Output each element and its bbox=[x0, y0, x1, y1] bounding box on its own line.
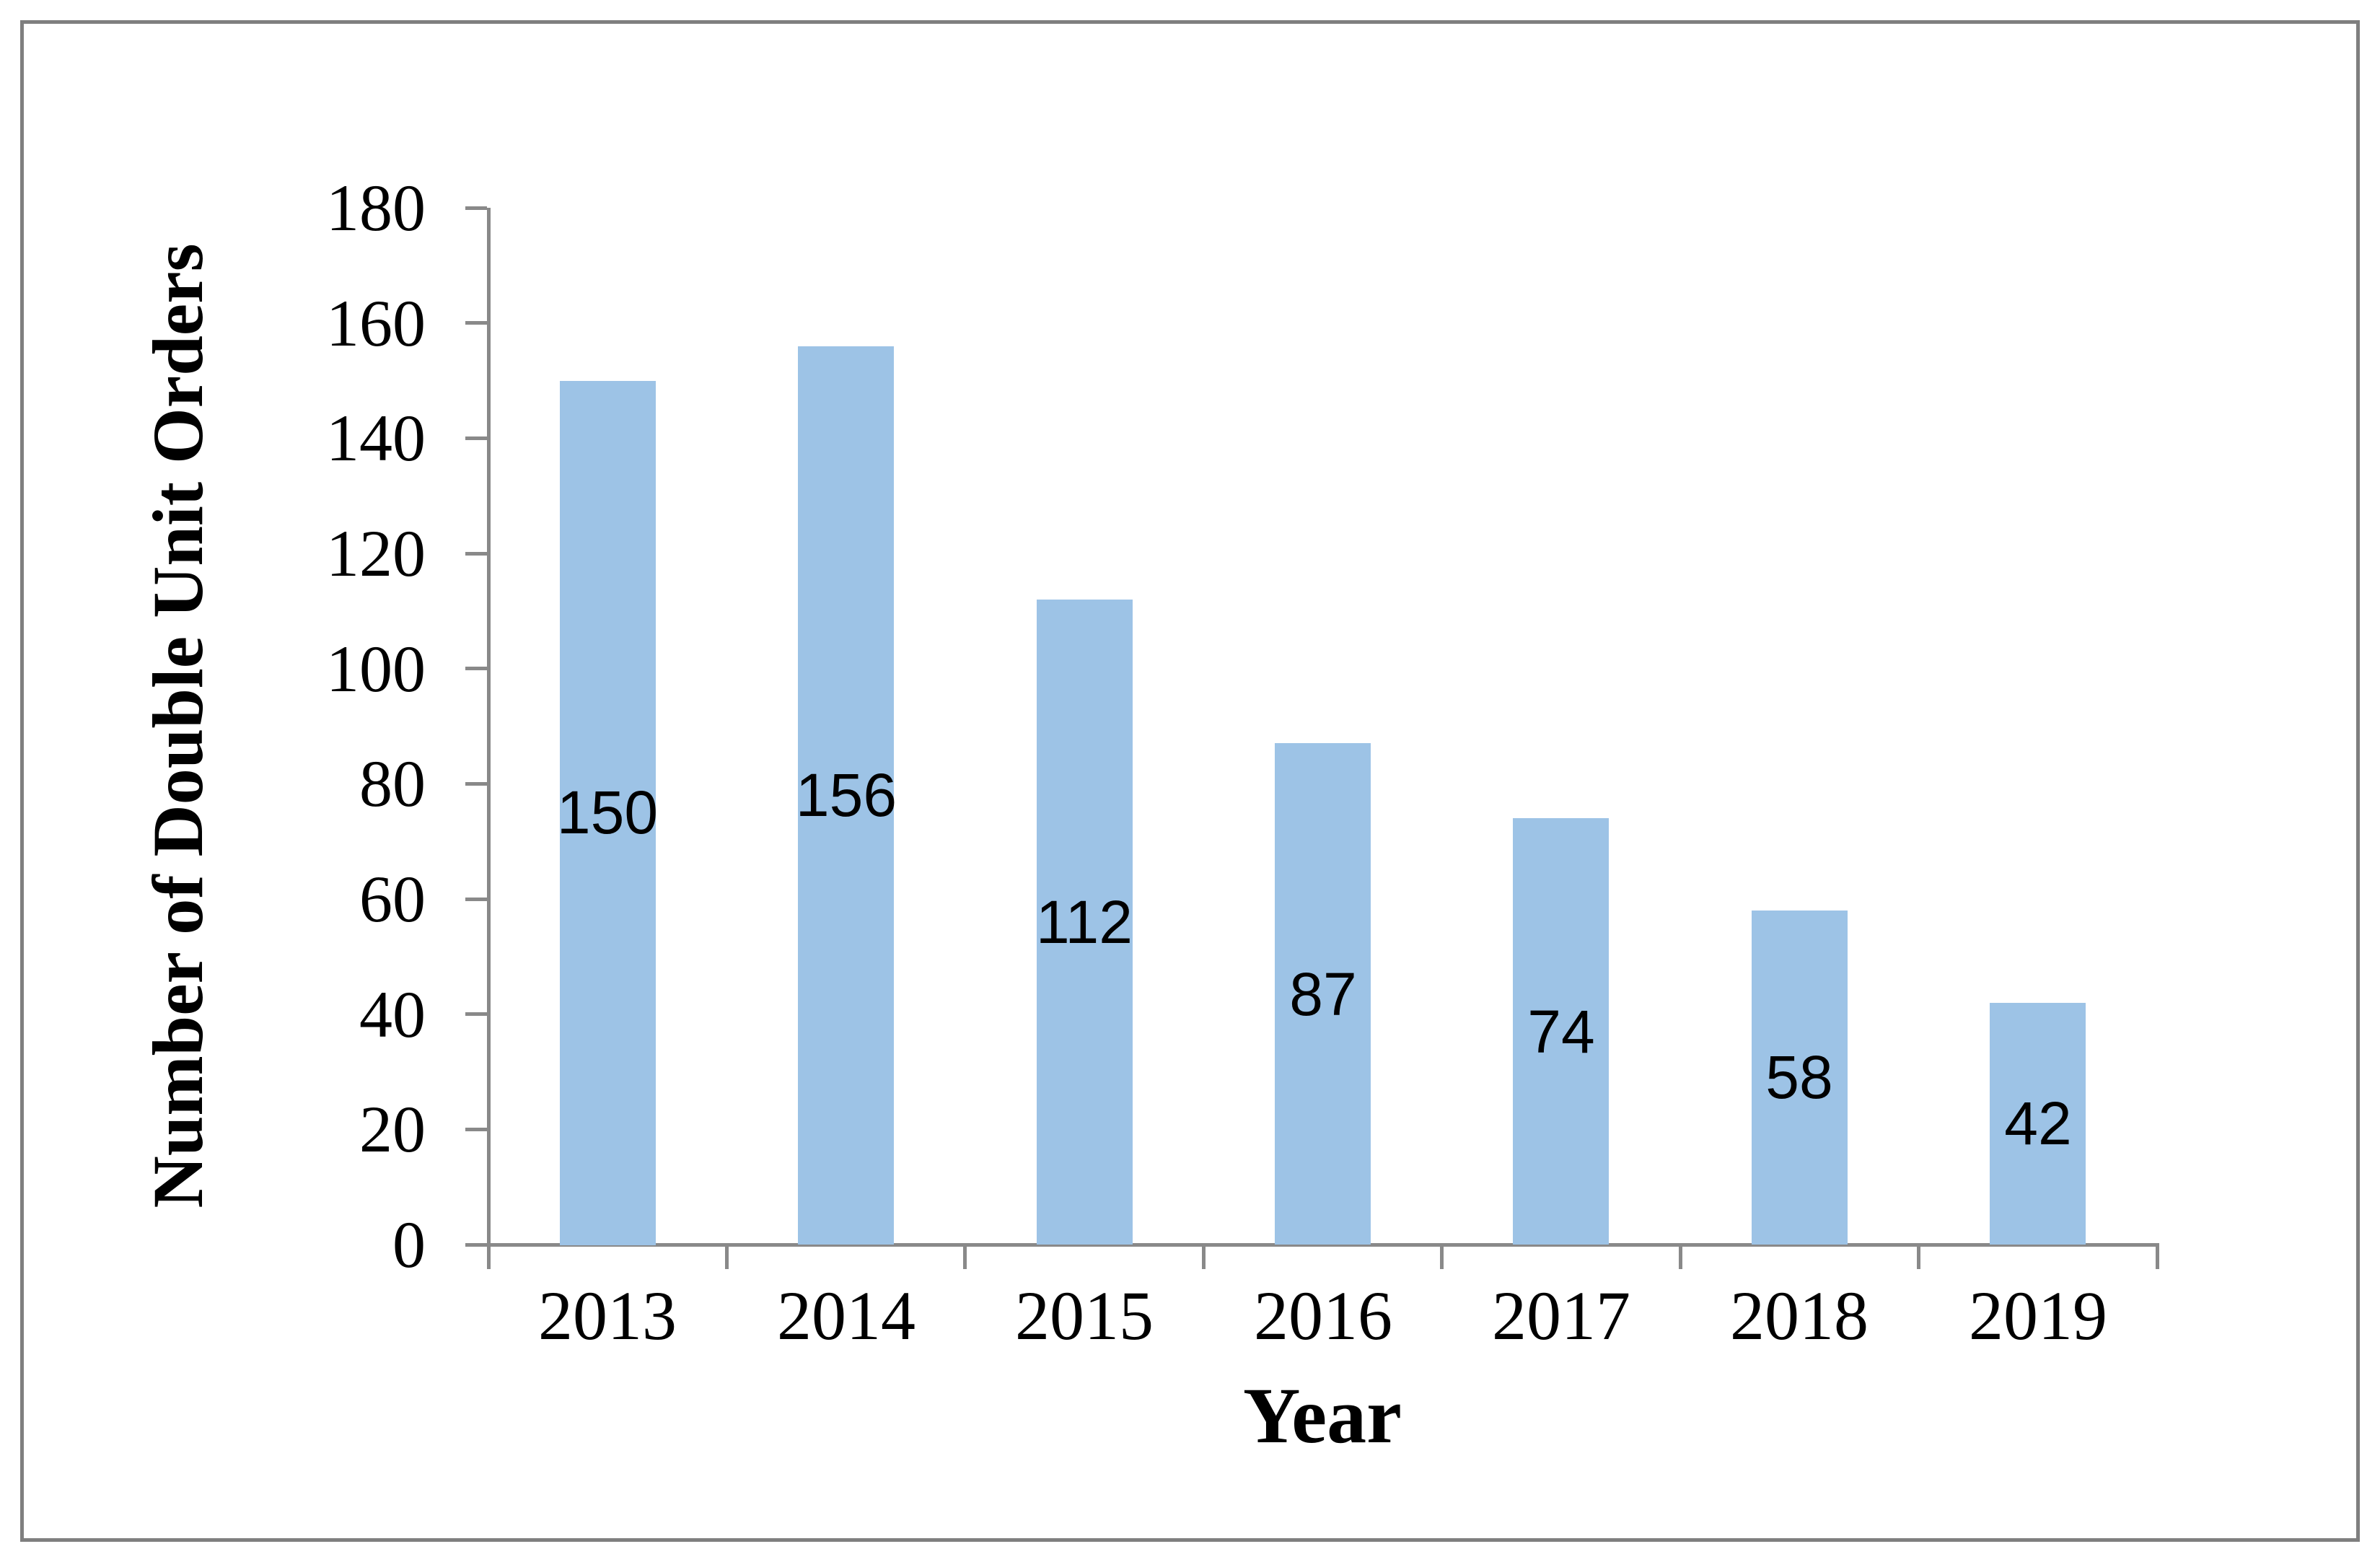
y-axis-tick-label: 80 bbox=[359, 747, 426, 820]
bar-value-label: 58 bbox=[1765, 1043, 1833, 1111]
x-axis-tick bbox=[1679, 1245, 1682, 1269]
bar-value-label: 150 bbox=[556, 778, 659, 846]
bar bbox=[1513, 818, 1609, 1245]
x-axis-year-label: 2015 bbox=[1015, 1277, 1154, 1354]
bar-value-label: 156 bbox=[795, 761, 897, 829]
y-axis-tick-label: 100 bbox=[326, 632, 426, 706]
y-axis-tick-label: 120 bbox=[326, 517, 426, 590]
y-axis-tick bbox=[465, 1012, 487, 1016]
y-axis-tick-label: 0 bbox=[392, 1208, 426, 1281]
y-axis-tick-label: 20 bbox=[359, 1092, 426, 1166]
y-axis-tick bbox=[465, 321, 487, 325]
bar bbox=[1037, 600, 1133, 1245]
x-axis-year-label: 2018 bbox=[1730, 1277, 1869, 1354]
bar bbox=[1990, 1003, 2086, 1245]
y-axis-tick-label: 40 bbox=[359, 978, 426, 1051]
figure-frame bbox=[20, 20, 2360, 1542]
y-axis-line bbox=[487, 208, 491, 1269]
bar-value-label: 87 bbox=[1289, 960, 1357, 1028]
x-axis-tick bbox=[1917, 1245, 1920, 1269]
x-axis-tick bbox=[2156, 1245, 2159, 1269]
x-axis-year-label: 2019 bbox=[1969, 1277, 2107, 1354]
y-axis-tick-label: 180 bbox=[326, 171, 426, 245]
bar bbox=[798, 346, 894, 1245]
y-axis-tick-label: 60 bbox=[359, 862, 426, 936]
x-axis-year-label: 2014 bbox=[777, 1277, 915, 1354]
x-axis-tick bbox=[963, 1245, 967, 1269]
y-axis-tick bbox=[465, 1128, 487, 1131]
y-axis-tick bbox=[465, 667, 487, 670]
x-axis-year-label: 2016 bbox=[1254, 1277, 1392, 1354]
y-axis-tick bbox=[465, 1243, 487, 1247]
x-axis-line bbox=[487, 1243, 2159, 1247]
y-axis-tick bbox=[465, 898, 487, 901]
x-axis-tick bbox=[1202, 1245, 1206, 1269]
x-axis-tick bbox=[725, 1245, 729, 1269]
y-axis-tick bbox=[465, 206, 487, 210]
y-axis-title: Number of Double Unit Orders bbox=[138, 243, 218, 1208]
x-axis-year-label: 2013 bbox=[538, 1277, 677, 1354]
x-axis-tick bbox=[487, 1245, 491, 1269]
bar bbox=[1752, 911, 1848, 1245]
x-axis-title: Year bbox=[1243, 1372, 1402, 1460]
x-axis-tick bbox=[1440, 1245, 1444, 1269]
y-axis-tick bbox=[465, 436, 487, 440]
y-axis-tick-label: 140 bbox=[326, 401, 426, 475]
y-axis-tick bbox=[465, 552, 487, 556]
y-axis-tick-label: 160 bbox=[326, 286, 426, 360]
x-axis-year-label: 2017 bbox=[1492, 1277, 1630, 1354]
bar bbox=[1275, 743, 1371, 1245]
bar-value-label: 74 bbox=[1527, 998, 1595, 1066]
bar bbox=[560, 381, 656, 1245]
bar-value-label: 112 bbox=[1036, 888, 1133, 956]
bar-value-label: 42 bbox=[2004, 1089, 2072, 1157]
y-axis-tick bbox=[465, 782, 487, 786]
